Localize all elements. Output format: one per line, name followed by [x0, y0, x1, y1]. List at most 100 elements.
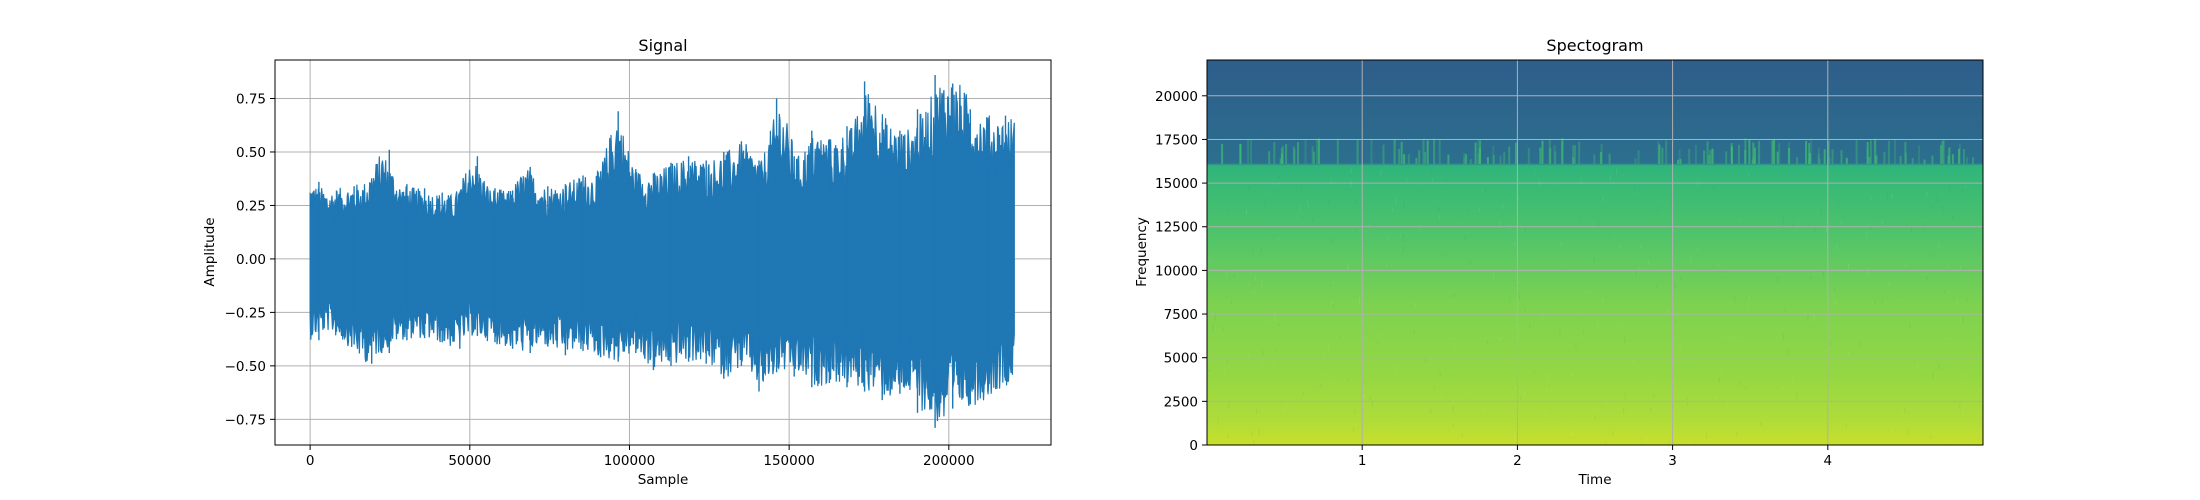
- spectrogram-burst: [1965, 157, 1968, 164]
- spectrogram-noise: [1372, 401, 1373, 408]
- spectrogram-burst: [1637, 150, 1640, 164]
- spectrogram-burst: [1703, 150, 1706, 164]
- spectrogram-noise: [1583, 330, 1585, 336]
- spectrogram-noise: [1948, 443, 1950, 445]
- y-tick-label: 5000: [1164, 351, 1198, 367]
- spectrogram-noise: [1350, 168, 1352, 174]
- spectrogram-noise: [1640, 244, 1642, 249]
- spectrogram-noise: [1524, 308, 1526, 313]
- spectrogram-noise: [1356, 228, 1358, 232]
- spectrogram-noise: [1837, 201, 1839, 207]
- signal-y-axis-label: Amplitude: [202, 217, 218, 286]
- spectrogram-noise: [1598, 221, 1600, 228]
- spectrogram-noise: [1394, 365, 1396, 372]
- spectrogram-y-ticks: 0 2500 5000 7500 10000 12500 15000 17500 20000: [1155, 89, 1207, 454]
- spectrogram-burst: [1840, 150, 1843, 164]
- spectrogram-burst: [1422, 138, 1425, 164]
- spectrogram-noise: [1922, 431, 1924, 435]
- spectrogram-burst: [1433, 138, 1436, 164]
- spectrogram-noise: [1870, 226, 1872, 231]
- spectrogram-noise: [1866, 233, 1868, 239]
- spectrogram-noise: [1538, 179, 1540, 186]
- spectrogram-noise: [1944, 291, 1945, 294]
- spectrogram-noise: [1452, 405, 1454, 411]
- spectrogram-noise: [1359, 297, 1360, 304]
- spectrogram-noise: [1857, 368, 1859, 372]
- y-tick-label: 0.75: [236, 92, 266, 108]
- spectrogram-burst: [1539, 147, 1542, 164]
- spectrogram-noise: [1907, 428, 1909, 436]
- spectrogram-noise: [1979, 429, 1981, 437]
- spectrogram-noise: [1326, 190, 1328, 193]
- spectrogram-burst: [1948, 147, 1951, 164]
- spectrogram-burst: [1400, 141, 1403, 164]
- spectrogram-noise: [1637, 196, 1639, 200]
- y-tick-label: 15000: [1155, 176, 1198, 192]
- spectrogram-noise: [1612, 430, 1614, 436]
- spectrogram-burst: [1958, 148, 1960, 164]
- spectrogram-noise: [1960, 265, 1962, 271]
- spectrogram-burst: [1725, 151, 1728, 164]
- spectrogram-noise: [1740, 381, 1742, 387]
- signal-x-ticks: 0 50000 100000 150000 200000: [306, 445, 975, 469]
- spectrogram-noise: [1668, 441, 1670, 445]
- y-tick-label: −0.25: [225, 305, 266, 321]
- spectrogram-noise: [1930, 434, 1932, 440]
- spectrogram-noise: [1227, 434, 1229, 439]
- spectrogram-noise: [1265, 330, 1267, 333]
- spectrogram-burst: [1239, 144, 1242, 164]
- y-tick-label: 0: [1189, 438, 1198, 454]
- x-tick-label: 100000: [604, 453, 656, 469]
- spectrogram-noise: [1956, 299, 1958, 305]
- spectrogram-noise: [1613, 235, 1615, 238]
- spectrogram-noise: [1602, 196, 1604, 202]
- spectrogram-noise: [1559, 328, 1561, 335]
- spectrogram-noise: [1565, 268, 1567, 271]
- spectrogram-noise: [1938, 242, 1940, 249]
- spectrogram-noise: [1620, 323, 1622, 327]
- spectrogram-noise: [1453, 342, 1455, 348]
- spectrogram-noise: [1464, 234, 1466, 242]
- spectrogram-noise: [1718, 262, 1720, 267]
- spectrogram-noise: [1368, 222, 1370, 227]
- spectrogram-noise: [1425, 357, 1427, 363]
- signal-y-ticks: −0.75 −0.50 −0.25 0.00 0.25 0.50 0.75: [225, 92, 275, 428]
- spectrogram-noise: [1260, 247, 1262, 253]
- y-tick-label: 20000: [1155, 89, 1198, 105]
- spectrogram-noise: [1687, 396, 1689, 401]
- spectrogram-noise: [1399, 234, 1401, 237]
- spectrogram-noise: [1686, 402, 1688, 405]
- spectrogram-burst: [1809, 153, 1812, 164]
- spectrogram-noise: [1524, 391, 1526, 397]
- spectrogram-burst: [1657, 141, 1660, 164]
- spectrogram-noise: [1469, 261, 1471, 266]
- spectrogram-noise: [1228, 402, 1230, 409]
- spectrogram-noise: [1620, 244, 1622, 248]
- spectrogram-noise: [1791, 379, 1793, 383]
- spectrogram-noise: [1353, 427, 1354, 432]
- spectrogram-noise: [1649, 375, 1651, 379]
- spectrogram-noise: [1261, 359, 1263, 367]
- spectrogram-noise: [1529, 323, 1531, 328]
- spectrogram-noise: [1369, 396, 1371, 400]
- spectrogram-burst: [1855, 139, 1858, 164]
- spectrogram-noise: [1628, 435, 1630, 439]
- spectrogram-burst: [1665, 140, 1668, 164]
- spectrogram-noise: [1233, 274, 1235, 278]
- spectrogram-burst: [1709, 149, 1712, 164]
- spectrogram-noise: [1339, 337, 1341, 340]
- spectrogram-burst: [1827, 141, 1830, 164]
- spectrogram-noise: [1786, 349, 1788, 355]
- spectrogram-noise: [1481, 188, 1483, 193]
- spectrogram-burst: [1285, 144, 1288, 164]
- spectrogram-noise: [1514, 434, 1516, 441]
- spectrogram-noise: [1499, 221, 1501, 228]
- spectrogram-burst: [1873, 138, 1876, 164]
- spectrogram-burst: [1918, 145, 1921, 164]
- spectrogram-noise: [1680, 277, 1682, 282]
- spectrogram-noise: [1866, 351, 1867, 355]
- spectrogram-noise: [1614, 169, 1616, 175]
- spectrogram-burst: [1951, 154, 1954, 164]
- spectrogram-noise: [1952, 215, 1954, 220]
- spectrogram-noise: [1744, 413, 1746, 416]
